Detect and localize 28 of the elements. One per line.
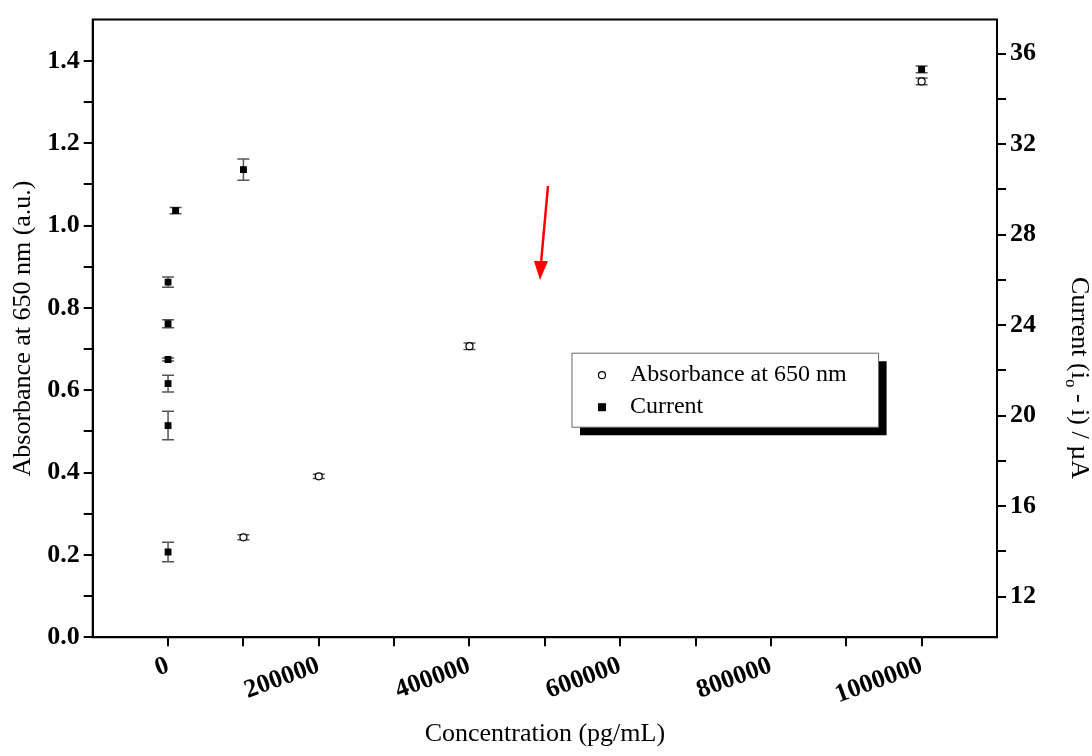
x-tick-label: 600000: [541, 649, 625, 704]
y-tick-label: 1.0: [47, 209, 80, 239]
y-tick-label: 1.2: [47, 126, 80, 156]
y2-tick-label: 20: [1010, 399, 1036, 429]
x-tick-label: 800000: [692, 649, 776, 704]
y2-tick-label: 28: [1010, 218, 1036, 248]
y2-tick-label: 36: [1010, 37, 1036, 67]
y-tick-label: 0.8: [47, 291, 80, 321]
point: [164, 422, 172, 429]
x-tick-label: 200000: [239, 649, 324, 704]
x-tick-label: 400000: [390, 649, 474, 704]
y-tick-label: 0.2: [47, 538, 80, 568]
y-tick-label: 1.4: [47, 44, 80, 74]
x-tick-label: 0: [150, 649, 173, 682]
legend-label: Current: [629, 392, 704, 419]
point: [239, 166, 247, 174]
y-tick-label: 0.6: [47, 373, 80, 403]
y-tick-label: 0.4: [47, 456, 80, 486]
y-axis-title: Absorbance at 650 nm (a.u.): [7, 180, 37, 477]
y-tick-label: 0.0: [47, 621, 80, 651]
x-axis-title: Concentration (pg/mL): [424, 718, 666, 748]
y2-tick-label: 12: [1010, 580, 1036, 610]
point: [172, 207, 180, 215]
point: [918, 65, 926, 73]
y2-tick-label: 24: [1010, 308, 1036, 338]
legend-label: Absorbance at 650 nm: [629, 360, 847, 387]
y2-tick-label: 32: [1010, 127, 1036, 157]
y2-tick-label: 16: [1010, 489, 1036, 519]
